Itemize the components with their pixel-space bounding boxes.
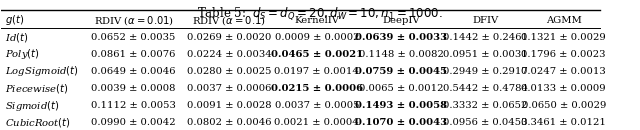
Text: $g(t)$: $g(t)$ xyxy=(4,13,24,27)
Text: 0.0247 ± 0.0013: 0.0247 ± 0.0013 xyxy=(522,67,606,76)
Text: 0.3332 ± 0.0652: 0.3332 ± 0.0652 xyxy=(444,101,528,110)
Text: 0.0280 ± 0.0025: 0.0280 ± 0.0025 xyxy=(187,67,271,76)
Text: DeepIV: DeepIV xyxy=(383,16,420,25)
Text: 0.0990 ± 0.0042: 0.0990 ± 0.0042 xyxy=(92,118,176,127)
Text: 0.0039 ± 0.0008: 0.0039 ± 0.0008 xyxy=(92,84,176,93)
Text: 0.0759 ± 0.0045: 0.0759 ± 0.0045 xyxy=(355,67,447,76)
Text: Piecewise$(t)$: Piecewise$(t)$ xyxy=(4,82,68,95)
Text: 0.1796 ± 0.0023: 0.1796 ± 0.0023 xyxy=(522,50,606,59)
Text: 0.5442 ± 0.4784: 0.5442 ± 0.4784 xyxy=(443,84,528,93)
Text: AGMM: AGMM xyxy=(546,16,582,25)
Text: 0.0037 ± 0.0006: 0.0037 ± 0.0006 xyxy=(187,84,271,93)
Text: Id$(t)$: Id$(t)$ xyxy=(4,31,28,44)
Text: 0.0465 ± 0.0021: 0.0465 ± 0.0021 xyxy=(271,50,363,59)
Text: 0.1442 ± 0.2461: 0.1442 ± 0.2461 xyxy=(443,33,528,42)
Text: 0.0956 ± 0.0453: 0.0956 ± 0.0453 xyxy=(444,118,528,127)
Text: 0.1070 ± 0.0043: 0.1070 ± 0.0043 xyxy=(355,118,447,127)
Text: LogSigmoid$(t)$: LogSigmoid$(t)$ xyxy=(4,64,78,78)
Text: CubicRoot$(t)$: CubicRoot$(t)$ xyxy=(4,116,70,129)
Text: 0.0649 ± 0.0046: 0.0649 ± 0.0046 xyxy=(92,67,176,76)
Text: 0.1148 ± 0.0082: 0.1148 ± 0.0082 xyxy=(359,50,444,59)
Text: RDIV ($\alpha = 0.01$): RDIV ($\alpha = 0.01$) xyxy=(93,14,173,27)
Text: Table 5:  $d_S = d_Q = 20, d_W = 10, n_1 = 1000.$: Table 5: $d_S = d_Q = 20, d_W = 10, n_1 … xyxy=(197,5,443,22)
Text: 0.0652 ± 0.0035: 0.0652 ± 0.0035 xyxy=(92,33,176,42)
Text: Poly$(t)$: Poly$(t)$ xyxy=(4,47,39,61)
Text: 0.0215 ± 0.0006: 0.0215 ± 0.0006 xyxy=(271,84,363,93)
Text: 0.0197 ± 0.0014: 0.0197 ± 0.0014 xyxy=(275,67,359,76)
Text: 0.0802 ± 0.0046: 0.0802 ± 0.0046 xyxy=(187,118,271,127)
Text: 0.0065 ± 0.0012: 0.0065 ± 0.0012 xyxy=(359,84,444,93)
Text: 0.0009 ± 0.0002: 0.0009 ± 0.0002 xyxy=(275,33,359,42)
Text: 0.0650 ± 0.0029: 0.0650 ± 0.0029 xyxy=(522,101,606,110)
Text: 0.1112 ± 0.0053: 0.1112 ± 0.0053 xyxy=(91,101,176,110)
Text: 0.1493 ± 0.0058: 0.1493 ± 0.0058 xyxy=(355,101,447,110)
Text: 0.0021 ± 0.0004: 0.0021 ± 0.0004 xyxy=(275,118,359,127)
Text: Sigmoid$(t)$: Sigmoid$(t)$ xyxy=(4,99,59,113)
Text: 0.0133 ± 0.0009: 0.0133 ± 0.0009 xyxy=(522,84,606,93)
Text: 0.0269 ± 0.0020: 0.0269 ± 0.0020 xyxy=(187,33,271,42)
Text: RDIV ($\alpha = 0.1$): RDIV ($\alpha = 0.1$) xyxy=(193,14,266,27)
Text: 0.0861 ± 0.0076: 0.0861 ± 0.0076 xyxy=(92,50,176,59)
Text: KernelIV: KernelIV xyxy=(294,16,339,25)
Text: 0.1321 ± 0.0029: 0.1321 ± 0.0029 xyxy=(522,33,606,42)
Text: 0.0224 ± 0.0034: 0.0224 ± 0.0034 xyxy=(187,50,271,59)
Text: 0.2949 ± 0.2917: 0.2949 ± 0.2917 xyxy=(444,67,528,76)
Text: 0.0639 ± 0.0033: 0.0639 ± 0.0033 xyxy=(355,33,447,42)
Text: 0.0951 ± 0.0031: 0.0951 ± 0.0031 xyxy=(444,50,528,59)
Text: DFIV: DFIV xyxy=(472,16,499,25)
Text: 0.3461 ± 0.0121: 0.3461 ± 0.0121 xyxy=(522,118,606,127)
Text: 0.0037 ± 0.0005: 0.0037 ± 0.0005 xyxy=(275,101,359,110)
Text: 0.0091 ± 0.0028: 0.0091 ± 0.0028 xyxy=(187,101,271,110)
